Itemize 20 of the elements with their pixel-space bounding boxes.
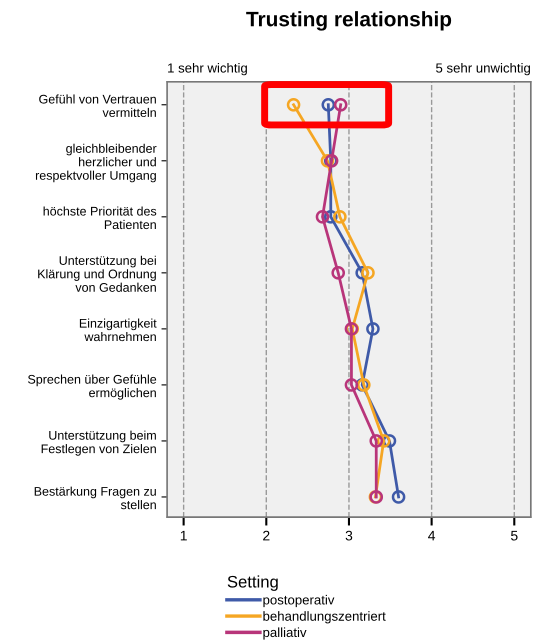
- x-tick-label: 3: [346, 530, 352, 541]
- chart-title: Trusting relationship: [246, 11, 452, 31]
- legend-label: palliativ: [263, 627, 307, 640]
- y-tick-label: Gefühl von Vertrauen vermitteln: [39, 94, 156, 118]
- y-tick-label: Bestärkung Fragen zu stellen: [34, 486, 156, 510]
- y-tick-label: Unterstützung beim Festlegen von Zielen: [42, 430, 156, 456]
- y-tick-label: Sprechen über Gefühle ermöglichen: [28, 374, 156, 400]
- text: 1 sehr wichtig: [168, 62, 247, 76]
- y-tick-label: höchste Priorität des Patienten: [44, 206, 156, 230]
- legend-label: postoperativ: [263, 594, 334, 608]
- legend-label: behandlungszentriert: [263, 611, 386, 624]
- y-tick-label: Unterstützung bei Klärung und Ordnung von Gedanken: [38, 256, 156, 292]
- x-tick-label: 4: [428, 530, 436, 540]
- x-tick-label: 5: [510, 530, 518, 541]
- text: 5 sehr unwichtig: [436, 62, 530, 76]
- y-tick-label: Einzigartigkeit wahrnehmen: [80, 318, 157, 342]
- y-tick-label: gleichbleibender herzlicher und respektvoller Umgang: [36, 144, 156, 182]
- x-tick-label: 1: [180, 530, 187, 540]
- legend-title: Setting: [228, 575, 278, 591]
- x-tick-label: 2: [263, 530, 270, 540]
